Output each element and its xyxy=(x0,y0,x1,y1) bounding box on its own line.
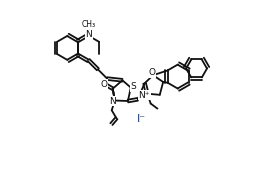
Text: O: O xyxy=(149,68,156,77)
Text: N⁺: N⁺ xyxy=(139,91,150,100)
Text: N: N xyxy=(109,97,116,106)
Text: I⁻: I⁻ xyxy=(137,114,146,124)
Text: O: O xyxy=(100,80,107,89)
Text: S: S xyxy=(131,82,136,91)
Text: N: N xyxy=(86,30,92,39)
Text: CH₃: CH₃ xyxy=(82,20,96,29)
